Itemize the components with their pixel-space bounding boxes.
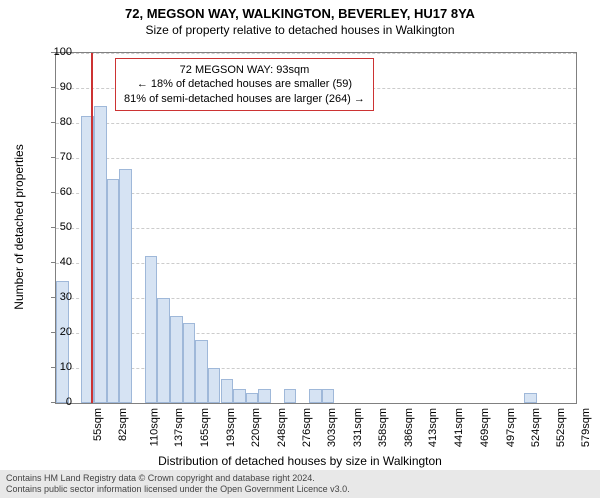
- y-tick-label: 50: [42, 221, 72, 233]
- grid-line: [56, 53, 576, 54]
- histogram-bar: [258, 389, 271, 403]
- y-tick-mark: [51, 192, 55, 193]
- x-tick-label: 248sqm: [276, 408, 288, 447]
- chart-subtitle: Size of property relative to detached ho…: [0, 21, 600, 37]
- x-tick-label: 276sqm: [302, 408, 314, 447]
- histogram-bar: [524, 393, 537, 404]
- grid-line: [56, 123, 576, 124]
- histogram-bar: [94, 106, 107, 404]
- grid-line: [56, 193, 576, 194]
- x-tick-label: 441sqm: [453, 408, 465, 447]
- grid-line: [56, 263, 576, 264]
- highlight-line: [91, 53, 93, 403]
- info-box: 72 MEGSON WAY: 93sqm← 18% of detached ho…: [115, 58, 374, 111]
- y-tick-label: 20: [42, 326, 72, 338]
- y-tick-mark: [51, 367, 55, 368]
- y-tick-mark: [51, 297, 55, 298]
- x-tick-label: 358sqm: [377, 408, 389, 447]
- histogram-bar: [208, 368, 221, 403]
- x-tick-label: 331sqm: [352, 408, 364, 447]
- chart-title: 72, MEGSON WAY, WALKINGTON, BEVERLEY, HU…: [0, 0, 600, 21]
- histogram-bar: [107, 179, 120, 403]
- y-tick-label: 10: [42, 361, 72, 373]
- y-axis-label: Number of detached properties: [12, 144, 26, 309]
- y-tick-mark: [51, 122, 55, 123]
- x-tick-label: 165sqm: [199, 408, 211, 447]
- info-box-line: ← 18% of detached houses are smaller (59…: [124, 77, 365, 91]
- y-tick-label: 90: [42, 81, 72, 93]
- x-tick-label: 110sqm: [148, 408, 160, 446]
- y-tick-mark: [51, 262, 55, 263]
- y-tick-label: 100: [42, 46, 72, 58]
- x-tick-label: 193sqm: [225, 408, 237, 447]
- histogram-bar: [145, 256, 158, 403]
- attribution-footer: Contains HM Land Registry data © Crown c…: [0, 470, 600, 498]
- x-tick-label: 497sqm: [505, 408, 517, 447]
- x-tick-label: 579sqm: [580, 408, 592, 447]
- grid-line: [56, 368, 576, 369]
- histogram-bar: [183, 323, 196, 404]
- histogram-bar: [195, 340, 208, 403]
- grid-line: [56, 158, 576, 159]
- y-tick-label: 0: [42, 396, 72, 408]
- y-tick-mark: [51, 227, 55, 228]
- info-box-line: 81% of semi-detached houses are larger (…: [124, 92, 365, 106]
- histogram-bar: [233, 389, 246, 403]
- info-box-line: 72 MEGSON WAY: 93sqm: [124, 63, 365, 77]
- histogram-bar: [119, 169, 132, 404]
- x-tick-label: 524sqm: [530, 408, 542, 447]
- histogram-bar: [309, 389, 322, 403]
- y-tick-label: 40: [42, 256, 72, 268]
- x-tick-label: 220sqm: [250, 408, 262, 447]
- x-tick-label: 82sqm: [117, 408, 129, 441]
- x-tick-label: 413sqm: [428, 408, 440, 447]
- histogram-bar: [221, 379, 234, 404]
- attribution-line2: Contains public sector information licen…: [6, 484, 594, 495]
- histogram-bar: [246, 393, 259, 404]
- y-tick-mark: [51, 332, 55, 333]
- x-tick-label: 386sqm: [403, 408, 415, 447]
- histogram-bar: [170, 316, 183, 404]
- grid-line: [56, 228, 576, 229]
- histogram-bar: [157, 298, 170, 403]
- grid-line: [56, 298, 576, 299]
- x-axis-label: Distribution of detached houses by size …: [0, 454, 600, 468]
- y-tick-mark: [51, 402, 55, 403]
- y-tick-mark: [51, 157, 55, 158]
- y-tick-mark: [51, 87, 55, 88]
- x-tick-label: 55sqm: [92, 408, 104, 441]
- y-tick-label: 80: [42, 116, 72, 128]
- property-size-chart: 72, MEGSON WAY, WALKINGTON, BEVERLEY, HU…: [0, 0, 600, 500]
- y-tick-label: 70: [42, 151, 72, 163]
- x-tick-label: 469sqm: [479, 408, 491, 447]
- y-tick-label: 30: [42, 291, 72, 303]
- grid-line: [56, 333, 576, 334]
- attribution-line1: Contains HM Land Registry data © Crown c…: [6, 473, 594, 484]
- y-tick-label: 60: [42, 186, 72, 198]
- histogram-bar: [284, 389, 297, 403]
- x-tick-label: 303sqm: [326, 408, 338, 447]
- y-tick-mark: [51, 52, 55, 53]
- x-tick-label: 552sqm: [556, 408, 568, 447]
- histogram-bar: [322, 389, 335, 403]
- x-tick-label: 137sqm: [174, 408, 186, 447]
